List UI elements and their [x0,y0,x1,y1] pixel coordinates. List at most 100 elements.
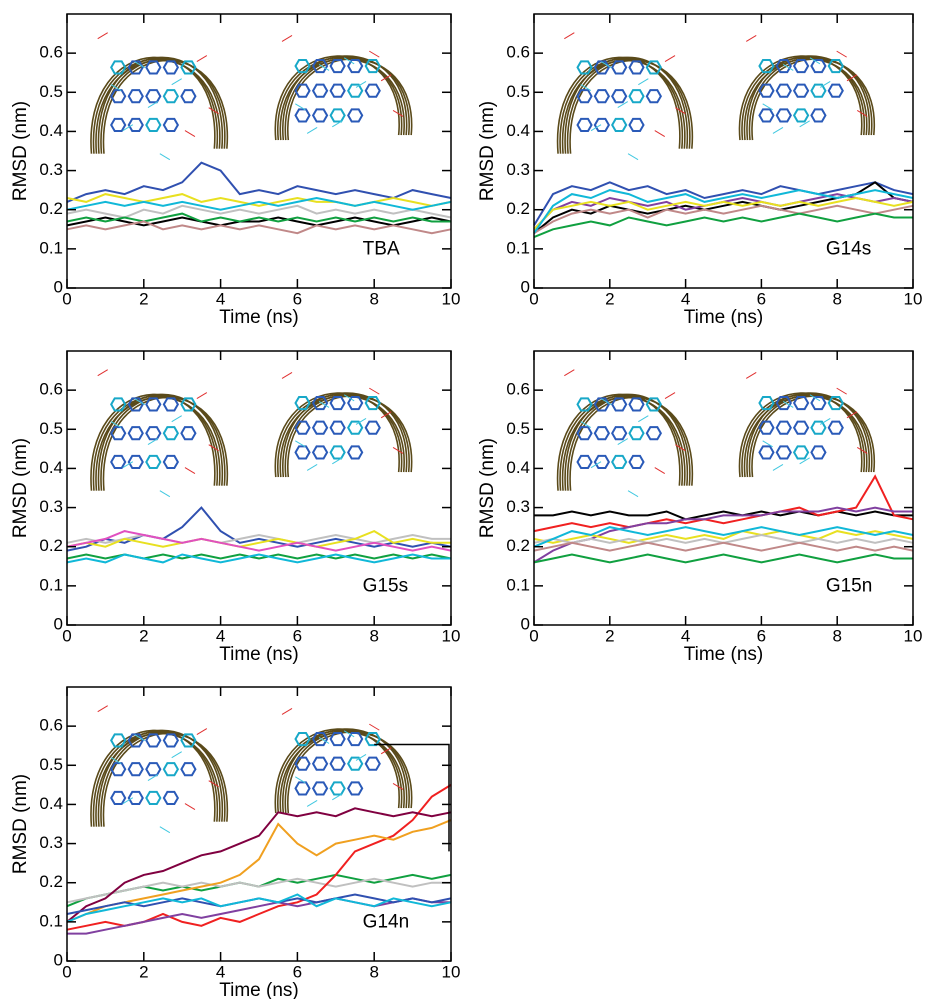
base-ring [180,397,197,412]
base-ring [645,89,662,104]
base-ring [180,89,197,104]
base-ring [311,108,329,123]
backbone [97,56,224,154]
base-ring [611,426,628,441]
atom-bond [171,78,182,86]
base-ring [294,83,311,98]
base-ring [329,781,346,796]
base-ring [810,58,827,74]
base-ring [329,395,346,411]
base-ring [593,89,611,104]
y-tick-label: 0.3 [39,160,63,179]
y-tick-label: 0.6 [39,43,63,62]
x-tick-label: 8 [832,626,841,645]
base-ring [311,756,329,771]
atom-bond [590,461,602,469]
base-ring [110,733,127,748]
backbone [741,393,865,478]
atom-bond [355,417,367,425]
atom-bond [196,728,208,736]
y-axis-label: RMSD (nm) [10,438,31,538]
rmsd-line [533,189,914,234]
atom-bond [332,793,343,801]
backbone [277,393,403,478]
plot-frame [66,13,452,289]
base-ring [576,89,593,104]
base-ring [628,60,645,75]
base-ring [758,58,775,74]
atom-bond [97,32,108,40]
backbone [556,393,681,491]
atom-bond [392,446,404,454]
atom-bond [380,747,392,755]
backbone [284,393,410,478]
atom-bond [343,730,355,738]
backbone [102,732,229,827]
panel-label: G15s [363,576,408,597]
plot-frame [66,686,452,962]
base-ring [311,731,329,747]
x-tick-label: 4 [681,626,690,645]
base-ring [593,397,611,412]
atom-bond [782,63,794,71]
backbone [282,392,408,478]
base-ring [611,60,628,75]
base-ring [329,58,346,74]
atom-bond [122,124,134,132]
base-ring [162,762,180,777]
base-ring [611,89,628,104]
rmsd-line [534,510,913,521]
x-tick-label: 2 [605,289,614,308]
base-ring [127,60,144,75]
atom-bond [675,444,686,452]
atom-bond [306,463,318,471]
base-ring [162,397,180,412]
x-tick-label: 10 [442,289,461,308]
base-ring [364,420,381,435]
base-ring [593,426,611,441]
atom-bond [295,103,306,111]
rmsd-line [66,506,452,552]
x-axis-label: Time (ns) [219,307,299,328]
y-tick-label: 0 [54,614,63,633]
atom-bond [208,780,219,788]
atom-bond [627,490,639,498]
y-tick-label: 0.1 [39,238,63,257]
atom-bond [134,398,145,406]
base-ring [294,395,311,411]
base-ring [110,117,127,133]
atom-bond [601,398,612,406]
atom-bond [208,107,219,115]
base-ring [127,89,144,104]
rmsd-line [533,196,914,230]
chart-panel: 0 0.1 0.2 0.3 0.4 0.5 0.6 0 2 4 6 8 10 Time (ns) RMSD … [10,13,461,328]
base-ring [827,420,844,435]
rmsd-line [66,220,452,235]
x-tick-label: 10 [904,626,923,645]
base-ring [127,762,144,777]
x-tick-label: 4 [216,626,225,645]
base-ring [628,397,645,412]
x-tick-label: 6 [293,626,302,645]
base-ring [311,83,329,98]
backbone [100,58,226,154]
atom-bond [580,84,592,92]
atom-bond [856,446,868,454]
base-ring [311,58,329,74]
atom-bond [332,120,343,128]
base-ring [127,117,144,133]
y-axis-label: RMSD (nm) [10,101,31,201]
rmsd-line [66,530,452,552]
x-tick-label: 4 [216,289,225,308]
rmsd-line [533,212,913,239]
y-tick-label: 0.5 [39,419,63,438]
atom-bond [380,411,392,419]
base-ring [576,117,593,133]
rmsd-line [66,196,452,211]
atom-bond [184,803,196,811]
base-ring [145,397,162,412]
atom-bond [295,776,306,784]
base-ring [329,420,346,435]
atom-bond [171,751,182,759]
atom-bond [208,444,219,452]
